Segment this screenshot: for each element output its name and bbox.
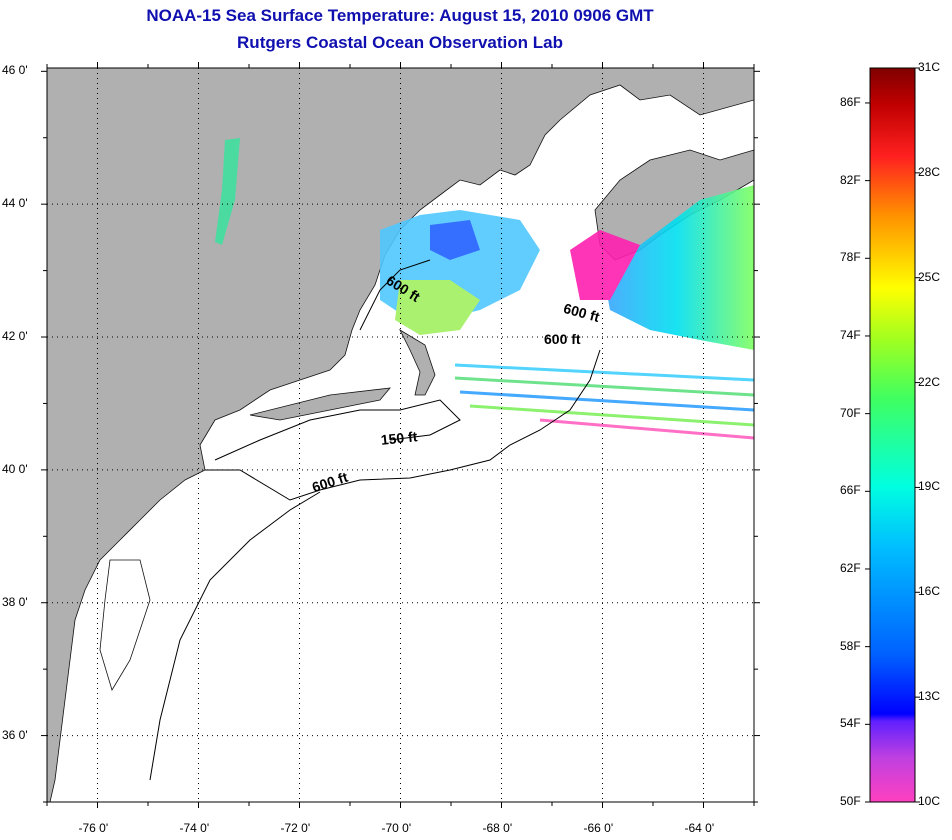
lon-label: -74 0': [179, 821, 210, 835]
lat-label: 44 0': [2, 196, 28, 211]
colorbar-fahrenheit-label: 82F: [840, 172, 861, 187]
colorbar-fahrenheit-label: 50F: [840, 794, 861, 808]
colorbar-celsius-label: 28C: [918, 164, 941, 179]
sst-data: [215, 138, 755, 440]
lat-label: 40 0': [2, 461, 28, 476]
chart-subtitle: Rutgers Coastal Ocean Observation Lab: [237, 33, 563, 52]
colorbar-celsius-label: 19C: [918, 479, 941, 494]
lat-label: 38 0': [2, 594, 28, 609]
axis-ticks: [41, 62, 920, 808]
colorbar-fahrenheit-label: 78F: [840, 250, 861, 265]
colorbar-celsius-label: 16C: [918, 584, 941, 599]
colorbar-celsius-label: 25C: [918, 269, 941, 284]
colorbar-celsius-label: 31C: [918, 60, 941, 74]
lon-label: -64 0': [684, 821, 715, 835]
colorbar-fahrenheit-label: 62F: [840, 560, 861, 575]
colorbar-celsius-label: 22C: [918, 374, 941, 389]
colorbar-fahrenheit-label: 58F: [840, 638, 861, 653]
colorbar-fahrenheit-label: 66F: [840, 483, 861, 498]
lat-label: 36 0': [2, 727, 28, 742]
colorbar-fahrenheit-label: 70F: [840, 405, 861, 420]
colorbar-celsius-label: 13C: [918, 689, 941, 704]
lat-label: 46 0': [2, 63, 28, 78]
colorbar-fahrenheit-label: 74F: [840, 327, 861, 342]
contour-label: 600 ft: [544, 331, 581, 347]
lon-label: -70 0': [381, 821, 412, 835]
colorbar: [869, 67, 916, 803]
colorbar-fahrenheit-label: 86F: [840, 94, 861, 109]
bathymetry-contours: [149, 259, 601, 781]
lon-label: -66 0': [583, 821, 614, 835]
lon-label: -76 0': [78, 821, 109, 835]
chart-title: NOAA-15 Sea Surface Temperature: August …: [146, 6, 654, 25]
land: [46, 67, 755, 803]
lat-label: 42 0': [2, 329, 28, 344]
lon-label: -68 0': [482, 821, 513, 835]
colorbar-celsius-label: 10C: [918, 794, 941, 808]
colorbar-fahrenheit-label: 54F: [840, 716, 861, 731]
lon-label: -72 0': [280, 821, 311, 835]
